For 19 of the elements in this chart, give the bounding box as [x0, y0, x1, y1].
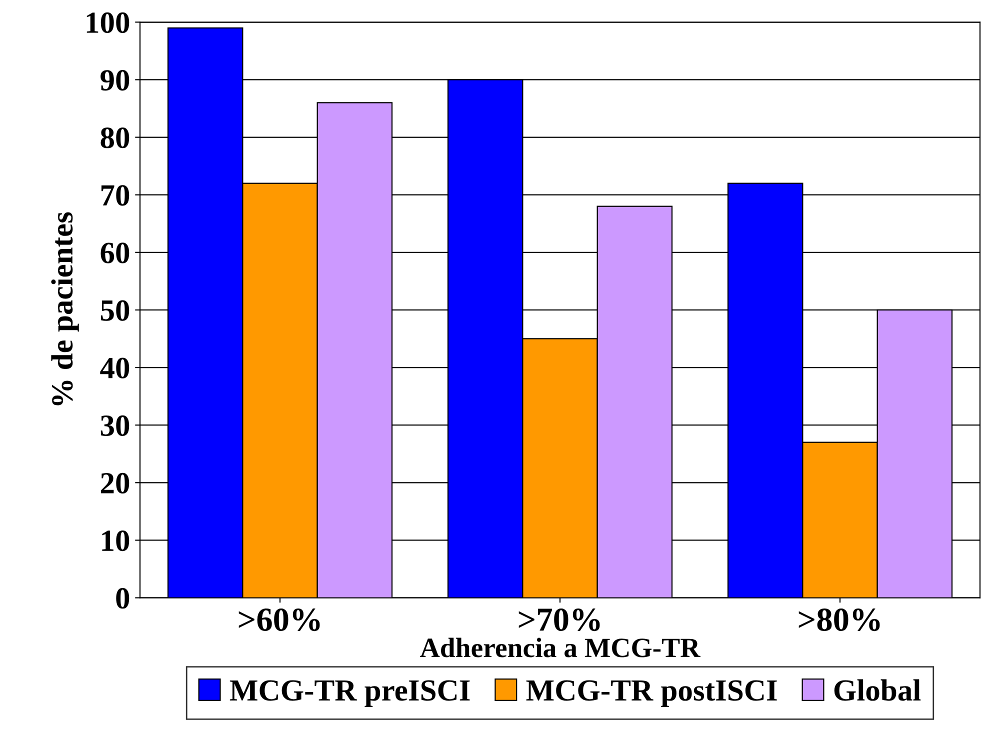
y-tick-label: 50	[100, 300, 130, 321]
legend-label: MCG-TR postISCI	[526, 680, 777, 707]
y-tick-label: 90	[100, 70, 130, 91]
y-tick-label: 60	[100, 242, 130, 264]
y-tick-label: 20	[101, 472, 130, 494]
y-tick-label: 80	[100, 128, 130, 148]
y-tick-label: 70	[101, 185, 130, 206]
y-axis-title: % de pacientes	[51, 212, 79, 406]
y-tick-label: 10	[102, 530, 130, 552]
legend-label: MCG-TR preISCI	[230, 680, 470, 707]
y-tick-label: 40	[100, 358, 130, 378]
y-tick-label: 30	[100, 415, 130, 436]
x-tick-label: >70%	[518, 608, 600, 632]
x-tick-label: >80%	[798, 608, 880, 632]
x-tick-label: >60%	[238, 608, 320, 632]
y-tick-label: 100	[86, 12, 130, 34]
legend-label: Global	[834, 679, 921, 701]
x-axis-title: Adherencia a MCG-TR	[420, 638, 700, 658]
y-tick-label: 0	[116, 588, 130, 609]
